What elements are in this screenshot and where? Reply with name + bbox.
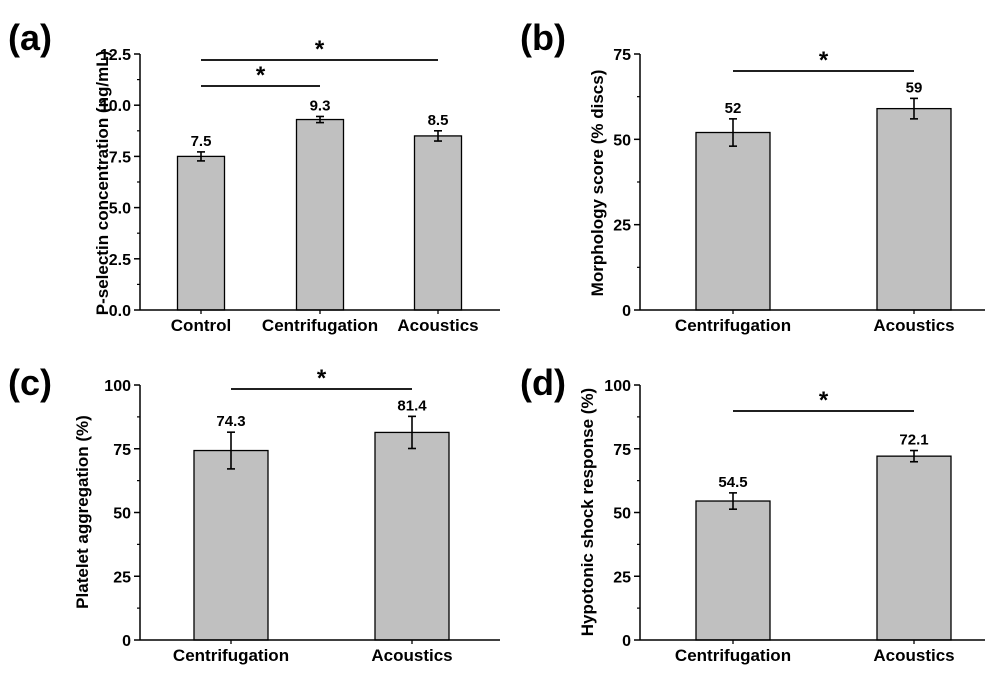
panel-a-y-tick-label: 0.0	[109, 303, 131, 320]
panel-a-error-bar-control	[197, 151, 205, 162]
panel-c-category-label: Centrifugation	[173, 646, 289, 665]
panel-b-y-tick-label: 25	[613, 218, 631, 235]
panel-c-category-label: Acoustics	[371, 646, 452, 665]
panel-a-data-label: 8.5	[428, 112, 449, 129]
panel-a-error-bar-acoustics	[434, 130, 442, 142]
panel-d-category-label: Centrifugation	[675, 646, 791, 665]
panel-b-bar-centrifugation	[695, 131, 771, 311]
panel-d-category-label: Acoustics	[873, 646, 954, 665]
panel-d-bar-acoustics	[876, 455, 952, 641]
panel-b-data-label: 59	[906, 79, 923, 96]
panel-a-y-axis-title: P-selectin concentration (ng/mL)	[93, 51, 112, 315]
panel-c-error-bar-centrifugation	[227, 431, 235, 470]
panel-b-y-axis-title: Morphology score (% discs)	[588, 70, 607, 297]
panel-d-data-label: 54.5	[718, 474, 747, 491]
panel-d-y-tick-label: 75	[613, 442, 631, 459]
panel-b-y-tick-label: 0	[622, 303, 631, 320]
panel-b: (b) Morphology score (% discs) 52 59 0 25 50…	[520, 17, 985, 335]
panel-b-significance-star: *	[819, 47, 829, 74]
panel-a-data-label: 7.5	[191, 133, 212, 150]
panel-a: (a) P-selectin concentration (ng/mL) 7.5…	[8, 17, 500, 335]
panel-b-y-tick-label: 50	[613, 132, 631, 149]
panel-d-y-tick-label: 25	[613, 569, 631, 586]
panel-a-y-tick-label: 10.0	[100, 98, 131, 115]
panel-d-y-axis-title: Hypotonic shock response (%)	[578, 388, 597, 636]
panel-c-error-bar-acoustics	[408, 415, 416, 450]
panel-d-data-label: 72.1	[899, 432, 928, 449]
panel-a-category-label: Centrifugation	[262, 316, 378, 335]
panel-a-data-label: 9.3	[310, 97, 331, 114]
panel-c-letter: (c)	[8, 362, 52, 403]
panel-b-bar-acoustics	[876, 107, 952, 311]
panel-d: (d) Hypotonic shock response (%) 54.5 72.…	[520, 362, 985, 665]
panel-b-data-label: 52	[725, 100, 742, 117]
panel-b-y-tick-label: 75	[613, 47, 631, 64]
panel-c: (c) Platelet aggregation (%) 74.3 81.4 0 25…	[8, 362, 500, 665]
panel-a-bar-acoustics	[413, 135, 463, 311]
panel-d-letter: (d)	[520, 362, 566, 403]
panel-a-plot: 7.5 9.3 8.5 0.0 2.5 5.0 7.5 10.0 12.5 Control Cent…	[100, 36, 500, 335]
panel-c-y-axis-title: Platelet aggregation (%)	[73, 415, 92, 609]
panel-d-y-tick-label: 100	[604, 378, 631, 395]
panel-d-y-tick-label: 50	[613, 506, 631, 523]
panel-a-y-tick-label: 2.5	[109, 252, 131, 269]
panel-c-plot: 74.3 81.4 0 25 50 75 100 Centrifugation Acoustic…	[104, 365, 500, 665]
panel-a-significance-star: *	[256, 62, 266, 89]
panel-c-bar-acoustics	[374, 431, 450, 641]
panel-b-plot: 52 59 0 25 50 75 Centrifugation Acoustics *	[613, 47, 985, 335]
panel-a-bar-control	[176, 155, 226, 311]
panel-b-error-bar-centrifugation	[729, 118, 737, 147]
panel-d-error-bar-centrifugation	[729, 492, 737, 510]
panel-a-category-label: Acoustics	[397, 316, 478, 335]
panel-c-y-tick-label: 25	[113, 569, 131, 586]
panel-c-significance-star: *	[317, 365, 327, 392]
panel-c-y-tick-label: 75	[113, 442, 131, 459]
panel-d-significance-star: *	[819, 387, 829, 414]
panel-a-y-tick-label: 12.5	[100, 47, 131, 64]
panel-c-y-tick-label: 50	[113, 506, 131, 523]
panel-b-error-bar-acoustics	[910, 97, 918, 120]
panel-a-category-label: Control	[171, 316, 231, 335]
panel-b-letter: (b)	[520, 17, 566, 58]
panel-a-letter: (a)	[8, 17, 52, 58]
panel-a-y-tick-label: 5.0	[109, 201, 131, 218]
panel-d-plot: 54.5 72.1 0 25 50 75 100 Centrifugation Acoustic…	[604, 378, 985, 665]
panel-c-y-tick-label: 0	[122, 633, 131, 650]
panel-c-data-label: 74.3	[216, 413, 245, 430]
panel-d-error-bar-acoustics	[910, 449, 918, 463]
panel-c-y-tick-label: 100	[104, 378, 131, 395]
panel-a-y-tick-label: 7.5	[109, 149, 131, 166]
panel-d-bar-centrifugation	[695, 500, 771, 641]
panel-b-category-label: Acoustics	[873, 316, 954, 335]
panel-a-significance-star: *	[315, 36, 325, 63]
panel-a-bar-centrifugation	[295, 118, 345, 311]
panel-a-error-bar-centrifugation	[316, 115, 324, 124]
panel-d-y-tick-label: 0	[622, 633, 631, 650]
panel-b-category-label: Centrifugation	[675, 316, 791, 335]
panel-c-bar-centrifugation	[193, 449, 269, 641]
panel-c-data-label: 81.4	[397, 397, 427, 414]
